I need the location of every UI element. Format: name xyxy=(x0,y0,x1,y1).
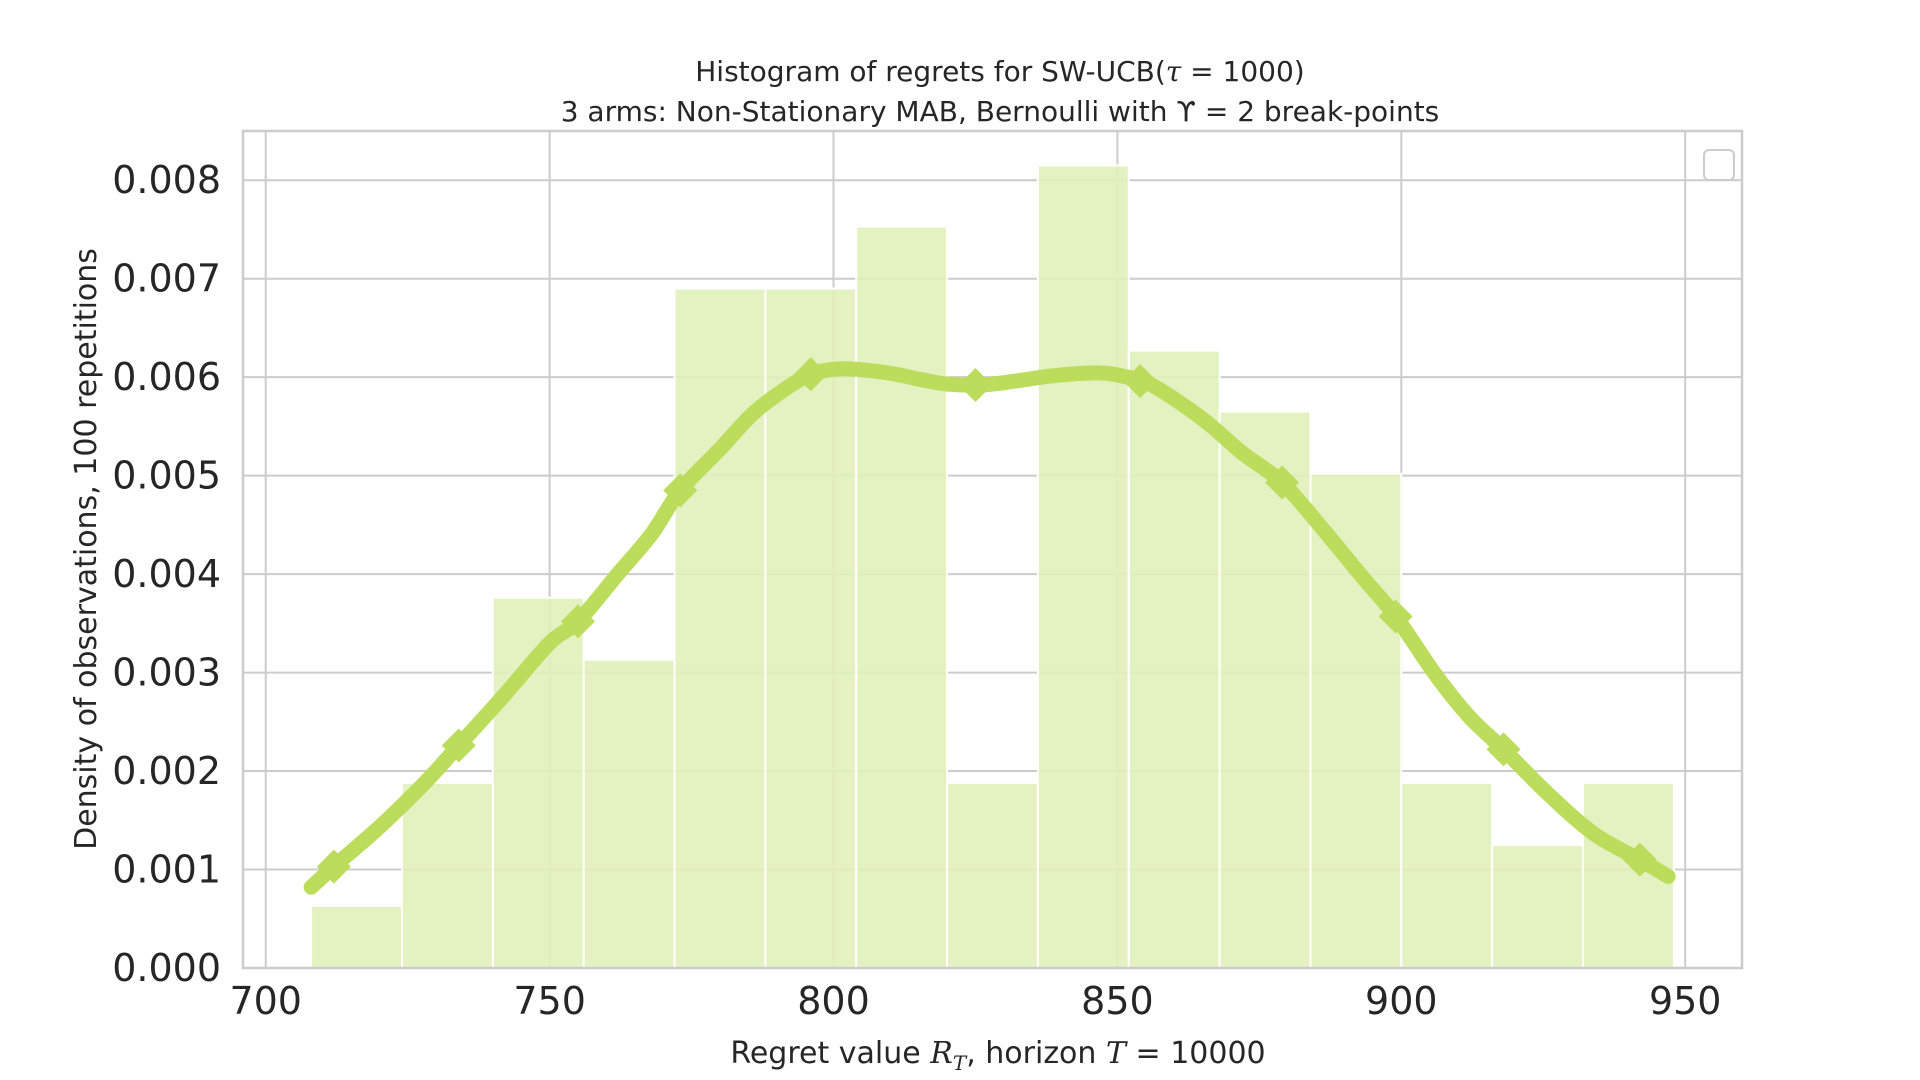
chart-title-line2: 3 arms: Non-Stationary MAB, Bernoulli wi… xyxy=(561,95,1440,128)
kde-marker xyxy=(1378,599,1413,634)
y-tick-label: 0.006 xyxy=(112,355,221,399)
y-tick-label: 0.005 xyxy=(112,454,221,498)
histogram-bar xyxy=(310,904,403,969)
kde-marker xyxy=(1265,465,1300,500)
histogram-bar xyxy=(1309,472,1403,969)
y-tick-label: 0.002 xyxy=(112,749,221,793)
plot-frame xyxy=(241,129,1744,970)
y-tick-label: 0.003 xyxy=(112,651,221,695)
x-tick-label: 700 xyxy=(229,979,302,1023)
kde-marker xyxy=(1622,842,1657,877)
x-tick-label: 950 xyxy=(1649,979,1722,1023)
kde-marker xyxy=(793,357,828,392)
kde-marker xyxy=(561,604,596,639)
y-tick-label: 0.000 xyxy=(112,946,221,990)
y-tick-labels: 0.000 0.001 0.002 0.003 0.004 0.005 0.006 0.007… xyxy=(112,158,221,990)
kde-marker xyxy=(1123,364,1158,399)
histogram-bar xyxy=(855,225,949,969)
x-tick-labels: 700 750 800 850 900 950 xyxy=(229,979,1721,1023)
x-axis-label: Regret value RT, horizon T = 10000 xyxy=(730,1036,1265,1075)
histogram-bar xyxy=(1400,781,1494,970)
x-tick-label: 850 xyxy=(1081,979,1154,1023)
y-tick-label: 0.004 xyxy=(112,552,221,596)
histogram-bar xyxy=(946,781,1039,970)
x-tick-label: 800 xyxy=(797,979,870,1023)
histogram-bar xyxy=(582,658,676,969)
x-tick-label: 900 xyxy=(1365,979,1438,1023)
histogram-bar xyxy=(400,781,494,970)
kde-marker xyxy=(663,473,698,508)
y-tick-label: 0.001 xyxy=(112,848,221,892)
legend-box xyxy=(1703,149,1735,181)
y-axis-label: Density of observations, 100 repetitions xyxy=(69,248,104,850)
y-tick-label: 0.007 xyxy=(112,257,221,301)
y-tick-label: 0.008 xyxy=(112,158,221,202)
histogram-bars xyxy=(310,164,1675,970)
kde-marker xyxy=(1486,732,1521,767)
x-tick-label: 750 xyxy=(513,979,586,1023)
kde-curve-group xyxy=(303,357,1676,895)
histogram-bar xyxy=(1036,164,1130,969)
kde-marker xyxy=(958,368,993,403)
histogram-bar xyxy=(1491,843,1585,969)
histogram-bar xyxy=(673,287,767,970)
chart-title-line1: Histogram of regrets for SW-UCB(τ = 1000… xyxy=(695,55,1304,88)
kde-marker xyxy=(441,728,476,763)
kde-marker xyxy=(316,849,351,884)
histogram-bar xyxy=(1127,349,1221,969)
